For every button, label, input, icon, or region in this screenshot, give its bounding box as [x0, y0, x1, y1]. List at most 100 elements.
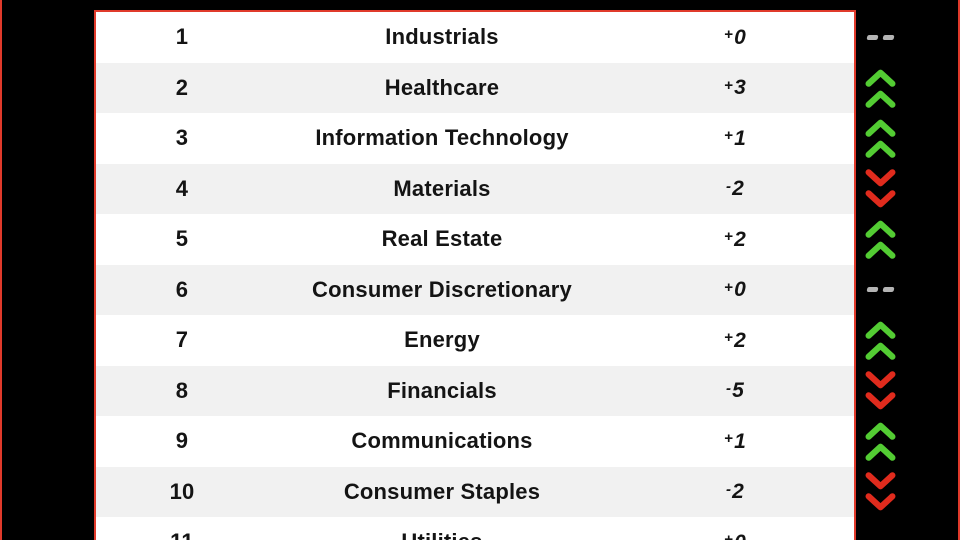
- change-number: 3: [734, 76, 746, 100]
- sector-rank-table: 1 Industrials +0 2 Healthcare +3 3 Infor…: [94, 10, 856, 540]
- movement-indicator: [856, 517, 904, 540]
- chevron-up-icon: [865, 422, 895, 441]
- no-change-dash-icon: [865, 287, 879, 293]
- table-row: 2 Healthcare +3: [96, 62, 854, 113]
- change-number: 2: [734, 328, 746, 352]
- rank-change-cell: +1: [616, 128, 854, 149]
- table-row: 10 Consumer Staples -2: [96, 466, 854, 517]
- sector-name-cell: Communications: [351, 428, 533, 454]
- change-number: 1: [734, 126, 746, 150]
- change-sign: -: [725, 177, 732, 195]
- chevron-up-icon: [865, 321, 895, 340]
- movement-indicator: [856, 467, 904, 518]
- table-row: 1 Industrials +0: [96, 12, 854, 63]
- rank-cell: 11: [96, 531, 268, 540]
- rank-cell: 10: [169, 478, 195, 504]
- rank-change-cell: +3: [616, 77, 854, 98]
- rank-change-cell: -2: [616, 481, 854, 502]
- change-sign: +: [724, 531, 734, 540]
- change-sign: +: [724, 76, 734, 94]
- sector-name-cell: Healthcare: [384, 74, 500, 100]
- change-sign: +: [724, 127, 734, 145]
- rank-change-cell: +0: [616, 279, 854, 300]
- rank-cell: 9: [175, 428, 189, 454]
- rank-change-cell: +2: [616, 330, 854, 351]
- chevron-down-icon: [865, 168, 895, 187]
- chevron-down-icon: [865, 189, 895, 208]
- chevron-up-icon: [865, 69, 895, 87]
- movement-indicator: [856, 113, 904, 164]
- change-sign: +: [724, 26, 734, 44]
- movement-indicator: [856, 164, 904, 215]
- movement-indicator: [856, 315, 904, 366]
- sector-name-cell: Energy: [404, 327, 480, 353]
- table-row: 4 Materials -2: [96, 163, 854, 214]
- sector-name-cell: Consumer Staples: [343, 478, 541, 504]
- table-row: 11 Utilities +0: [96, 517, 854, 540]
- rank-cell: 5: [175, 226, 189, 252]
- movement-indicator: [856, 265, 904, 316]
- up-arrows: [865, 421, 896, 462]
- sector-name-cell: Real Estate: [381, 226, 503, 252]
- up-arrows: [865, 320, 896, 361]
- sector-name-cell: Financials: [387, 377, 497, 403]
- change-sign: -: [725, 379, 732, 397]
- rank-change-cell: -5: [616, 380, 854, 401]
- table-row: 9 Communications +1: [96, 416, 854, 467]
- change-sign: +: [724, 228, 734, 246]
- right-frame-line: [958, 0, 960, 540]
- movement-indicator: [856, 12, 904, 63]
- change-sign: +: [724, 278, 734, 296]
- chevron-up-icon: [865, 241, 895, 260]
- movement-indicator: [856, 214, 904, 265]
- chevron-up-icon: [865, 90, 895, 108]
- chevron-down-icon: [865, 471, 895, 490]
- chevron-up-icon: [865, 119, 895, 138]
- no-change-dash-icon: [865, 34, 879, 40]
- rank-cell: 6: [175, 276, 189, 302]
- up-arrows: [865, 118, 896, 159]
- down-arrows: [865, 370, 896, 411]
- rank-change-cell: +0: [616, 27, 854, 48]
- rank-change-cell: -2: [616, 178, 854, 199]
- no-change-dashes: [865, 287, 895, 293]
- change-sign: +: [724, 430, 734, 448]
- movement-indicator-column: [856, 12, 904, 540]
- rank-cell: 3: [175, 125, 189, 151]
- change-number: 2: [732, 480, 745, 504]
- chevron-up-icon: [865, 220, 895, 239]
- change-number: 5: [732, 379, 745, 403]
- movement-indicator: [856, 63, 904, 114]
- rank-change-cell: +1: [616, 431, 854, 452]
- change-number: 2: [732, 177, 745, 201]
- chevron-down-icon: [865, 370, 895, 389]
- sector-name-cell: Consumer Discretionary: [312, 276, 572, 302]
- sector-name-cell: Utilities: [268, 531, 616, 540]
- change-sign: +: [724, 329, 734, 347]
- change-number: 0: [734, 531, 746, 540]
- movement-indicator: [856, 366, 904, 417]
- sector-name-cell: Materials: [393, 175, 491, 201]
- change-number: 0: [734, 25, 746, 49]
- chevron-down-icon: [865, 492, 895, 511]
- chevron-up-icon: [865, 443, 895, 462]
- rank-cell: 7: [175, 327, 189, 353]
- no-change-dashes: [865, 34, 895, 40]
- table-row: 5 Real Estate +2: [96, 214, 854, 265]
- change-number: 2: [734, 227, 746, 251]
- rank-cell: 8: [175, 377, 189, 403]
- up-arrows: [865, 68, 896, 108]
- down-arrows: [865, 471, 896, 512]
- movement-indicator: [856, 416, 904, 467]
- change-number: 1: [734, 429, 746, 453]
- sector-name-cell: Information Technology: [315, 125, 569, 151]
- no-change-dash-icon: [881, 287, 895, 293]
- table-row: 6 Consumer Discretionary +0: [96, 264, 854, 315]
- down-arrows: [865, 168, 896, 209]
- chevron-down-icon: [865, 391, 895, 410]
- change-number: 0: [734, 278, 746, 302]
- sector-name-cell: Industrials: [385, 24, 499, 50]
- rank-cell: 1: [175, 24, 189, 50]
- table-row: 8 Financials -5: [96, 365, 854, 416]
